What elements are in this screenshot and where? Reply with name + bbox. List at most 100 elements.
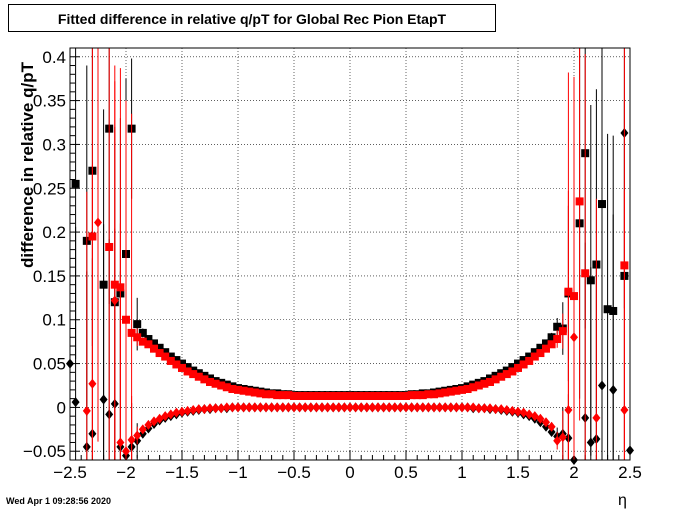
data-point-square (430, 390, 438, 399)
data-point-square (166, 356, 175, 365)
data-point-diamond (194, 404, 203, 415)
y-axis-label: difference in relative q/pT (18, 62, 37, 268)
x-axis-label: η (618, 492, 627, 509)
data-point-square (166, 352, 175, 361)
x-tick-label: 0.5 (394, 463, 418, 482)
data-point-square (273, 391, 282, 400)
data-point-diamond (424, 402, 433, 413)
timestamp-footer: Wed Apr 1 09:28:56 2020 (6, 496, 112, 506)
data-point-square (178, 363, 186, 372)
y-tick-label: 0 (57, 398, 66, 417)
y-tick-label: 0.15 (33, 267, 66, 286)
data-point-square (105, 242, 114, 251)
data-point-diamond (418, 402, 427, 413)
data-point-square (239, 386, 248, 395)
data-point-diamond (222, 402, 231, 413)
data-point-square (368, 392, 377, 401)
data-point-square (424, 390, 433, 399)
data-point-diamond (435, 402, 444, 413)
data-point-diamond (250, 402, 259, 413)
data-point-diamond (413, 402, 422, 413)
y-tick-label: 0.1 (42, 311, 66, 330)
data-point-diamond (357, 402, 366, 413)
data-point-diamond (301, 402, 310, 413)
data-point-square (346, 392, 354, 401)
data-point-square (514, 363, 522, 372)
data-point-diamond (390, 402, 399, 413)
y-tick-label: −0.05 (23, 442, 66, 461)
data-point-diamond (295, 402, 304, 413)
plot-frame (69, 47, 631, 461)
data-point-square (133, 320, 142, 329)
data-point-diamond (82, 405, 91, 416)
data-point-diamond (278, 402, 287, 413)
data-point-square (351, 392, 360, 401)
data-point-square (234, 385, 242, 394)
data-point-diamond (536, 413, 545, 424)
data-point-square (206, 377, 214, 386)
data-point-square (71, 179, 80, 188)
data-point-square (407, 391, 416, 400)
data-point-square (334, 392, 343, 401)
data-point-diamond (458, 402, 466, 413)
data-point-diamond (368, 402, 377, 413)
data-point-square (402, 392, 410, 401)
data-point-diamond (234, 402, 242, 413)
data-point-square (547, 333, 556, 342)
x-tick-label: 2.5 (618, 463, 642, 482)
data-point-square (295, 392, 304, 401)
x-tick-label: −1 (228, 463, 247, 482)
data-point-square (278, 391, 287, 400)
x-tick-label: 1 (457, 463, 466, 482)
x-tick-label: 0 (345, 463, 354, 482)
data-point-square (172, 360, 181, 369)
data-point-diamond (306, 402, 315, 413)
data-point-square (525, 352, 534, 361)
data-point-diamond (446, 402, 455, 413)
data-point-diamond (172, 407, 181, 418)
data-point-diamond (452, 402, 461, 413)
data-point-diamond (402, 402, 410, 413)
data-point-square (525, 356, 534, 365)
data-point-square (357, 392, 366, 401)
chart-title: Fitted difference in relative q/pT for G… (57, 11, 447, 27)
data-point-square (502, 370, 511, 379)
data-point-square (575, 197, 584, 206)
x-tick-label: −1.5 (165, 463, 199, 482)
data-point-diamond (94, 217, 102, 228)
data-point-diamond (502, 405, 511, 416)
data-point-square (194, 372, 203, 381)
data-point-square (598, 200, 606, 209)
data-point-square (374, 392, 382, 401)
data-point-diamond (127, 434, 136, 445)
data-point-square (542, 339, 550, 348)
data-point-diamond (480, 403, 489, 414)
data-point-square (558, 327, 567, 336)
data-point-square (172, 356, 181, 365)
data-point-square (189, 370, 198, 379)
data-point-diamond (396, 402, 405, 413)
data-point-diamond (570, 332, 578, 343)
data-point-diamond (469, 402, 478, 413)
data-point-square (553, 335, 562, 344)
data-point-square (491, 375, 500, 384)
y-tick-label: 0.05 (33, 355, 66, 374)
data-point-diamond (267, 402, 276, 413)
data-point-diamond (245, 402, 254, 413)
data-point-diamond (547, 421, 556, 432)
data-point-square (245, 387, 254, 396)
data-point-square (138, 337, 147, 346)
data-point-square (441, 388, 450, 397)
data-point-square (161, 348, 170, 357)
data-point-square (536, 343, 545, 352)
data-point-diamond (486, 403, 494, 414)
data-point-square (536, 349, 545, 358)
data-point-square (463, 384, 472, 393)
data-point-diamond (564, 405, 573, 416)
title-box: Fitted difference in relative q/pT for G… (8, 4, 496, 32)
data-point-square (312, 392, 321, 401)
data-point-square (183, 363, 192, 372)
data-point-square (323, 392, 332, 401)
data-point-square (150, 339, 158, 348)
